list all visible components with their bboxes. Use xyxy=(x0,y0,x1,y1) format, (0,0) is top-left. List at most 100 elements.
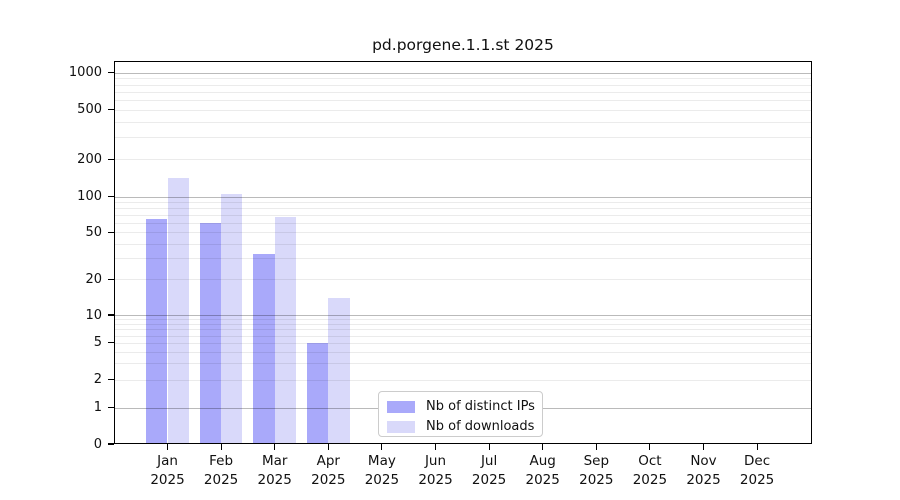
gridline-major-100 xyxy=(114,196,812,198)
bar-downloads-jan xyxy=(167,178,189,444)
x-tick-jan xyxy=(166,444,169,450)
x-tick-label-dec: Dec 2025 xyxy=(717,452,797,490)
legend-swatch-distinct-ips xyxy=(387,401,415,413)
y-tick-10 xyxy=(108,314,114,316)
gridline-minor-9 xyxy=(114,319,812,321)
x-tick-month-aug: Aug xyxy=(529,453,556,469)
x-tick-label-apr: Apr 2025 xyxy=(288,452,368,490)
y-tick-5 xyxy=(108,342,114,344)
x-tick-year-jan: 2025 xyxy=(150,472,185,488)
x-tick-year-apr: 2025 xyxy=(311,472,346,488)
gridline-minor-900 xyxy=(114,78,812,80)
x-tick-month-jul: Jul xyxy=(480,453,498,469)
gridline-minor-400 xyxy=(114,121,812,123)
x-tick-year-aug: 2025 xyxy=(525,472,560,488)
x-tick-year-nov: 2025 xyxy=(686,472,721,488)
x-tick-apr xyxy=(327,444,329,450)
x-tick-month-oct: Oct xyxy=(638,453,662,469)
y-tick-label-1: 1 xyxy=(93,400,102,415)
y-tick-50 xyxy=(108,231,114,233)
y-tick-label-5: 5 xyxy=(93,335,102,351)
legend-swatch-downloads xyxy=(387,421,415,433)
x-tick-mar xyxy=(274,444,276,450)
x-tick-jun xyxy=(434,444,437,450)
x-tick-label-mar: Mar 2025 xyxy=(235,452,315,490)
gridline-minor-600 xyxy=(114,100,812,101)
x-tick-month-sep: Sep xyxy=(583,453,610,469)
gridline-minor-5 xyxy=(114,342,812,344)
gridline-minor-20 xyxy=(114,279,812,281)
y-tick-label-100: 100 xyxy=(77,189,102,204)
gridline-minor-4 xyxy=(114,351,812,353)
y-tick-20 xyxy=(108,278,114,280)
y-tick-label-1000: 1000 xyxy=(68,65,102,80)
y-tick-1 xyxy=(108,406,114,409)
x-tick-feb xyxy=(220,444,222,450)
bar-distinct-ips-apr xyxy=(306,342,329,444)
x-tick-dec xyxy=(756,444,758,450)
x-tick-year-sep: 2025 xyxy=(579,472,614,488)
y-tick-label-10: 10 xyxy=(85,307,102,323)
x-tick-year-mar: 2025 xyxy=(257,472,292,488)
bar-distinct-ips-mar xyxy=(253,253,275,444)
y-tick-100 xyxy=(108,195,114,198)
x-tick-month-apr: Apr xyxy=(316,453,340,469)
x-tick-year-oct: 2025 xyxy=(632,472,668,488)
gridline-minor-30 xyxy=(114,258,812,260)
x-tick-year-jul: 2025 xyxy=(471,472,507,488)
bar-distinct-ips-jan xyxy=(146,219,168,444)
x-tick-label-feb: Feb 2025 xyxy=(181,452,261,490)
x-tick-month-dec: Dec xyxy=(744,453,771,469)
x-tick-month-feb: Feb xyxy=(209,453,234,469)
legend-label-downloads: Nb of downloads xyxy=(426,419,535,434)
x-tick-label-jul: Jul 2025 xyxy=(449,452,529,490)
gridline-major-10 xyxy=(114,315,812,316)
gridline-minor-3 xyxy=(114,363,812,365)
y-tick-label-200: 200 xyxy=(77,151,102,167)
x-tick-year-may: 2025 xyxy=(364,472,400,488)
x-tick-may xyxy=(381,444,383,450)
x-tick-label-jan: Jan 2025 xyxy=(128,452,208,490)
x-tick-jul xyxy=(488,444,490,450)
gridline-minor-60 xyxy=(114,222,812,224)
y-tick-0 xyxy=(108,443,114,445)
x-tick-label-aug: Aug 2025 xyxy=(503,452,583,490)
x-tick-month-jan: Jan xyxy=(157,453,178,469)
gridline-minor-200 xyxy=(114,159,812,161)
y-tick-label-50: 50 xyxy=(85,224,102,240)
x-tick-year-jun: 2025 xyxy=(418,472,453,488)
x-tick-aug xyxy=(542,444,544,450)
gridline-minor-8 xyxy=(114,323,812,325)
legend-entry-downloads: Nb of downloads xyxy=(387,419,534,435)
y-tick-label-20: 20 xyxy=(85,271,102,287)
bar-downloads-mar xyxy=(274,217,297,444)
x-tick-label-oct: Oct 2025 xyxy=(610,452,690,490)
y-tick-label-2: 2 xyxy=(93,372,102,388)
chart-title: pd.porgene.1.1.st 2025 xyxy=(372,36,554,54)
bar-downloads-apr xyxy=(328,297,350,444)
bar-downloads-feb xyxy=(221,193,243,444)
gridline-major-1000 xyxy=(114,72,812,74)
gridline-minor-70 xyxy=(114,214,812,216)
x-tick-month-jun: Jun xyxy=(424,453,447,469)
x-tick-nov xyxy=(702,444,705,450)
x-tick-oct xyxy=(649,444,651,450)
x-tick-month-may: May xyxy=(367,453,396,469)
x-tick-month-nov: Nov xyxy=(690,453,717,469)
y-tick-200 xyxy=(108,158,114,160)
x-tick-label-may: May 2025 xyxy=(342,452,422,490)
y-tick-label-500: 500 xyxy=(77,102,102,118)
x-tick-label-nov: Nov 2025 xyxy=(664,452,744,490)
gridline-minor-90 xyxy=(114,201,812,203)
y-tick-500 xyxy=(108,109,114,111)
gridline-minor-700 xyxy=(114,91,812,93)
x-tick-sep xyxy=(595,444,597,450)
legend: Nb of distinct IPs Nb of downloads xyxy=(378,391,543,437)
legend-entry-distinct-ips: Nb of distinct IPs xyxy=(387,399,535,415)
gridline-minor-6 xyxy=(114,335,812,337)
bar-distinct-ips-feb xyxy=(199,222,222,444)
gridline-minor-80 xyxy=(114,207,812,209)
gridline-minor-40 xyxy=(114,243,812,245)
y-tick-2 xyxy=(108,379,114,381)
x-tick-label-sep: Sep 2025 xyxy=(556,452,636,490)
